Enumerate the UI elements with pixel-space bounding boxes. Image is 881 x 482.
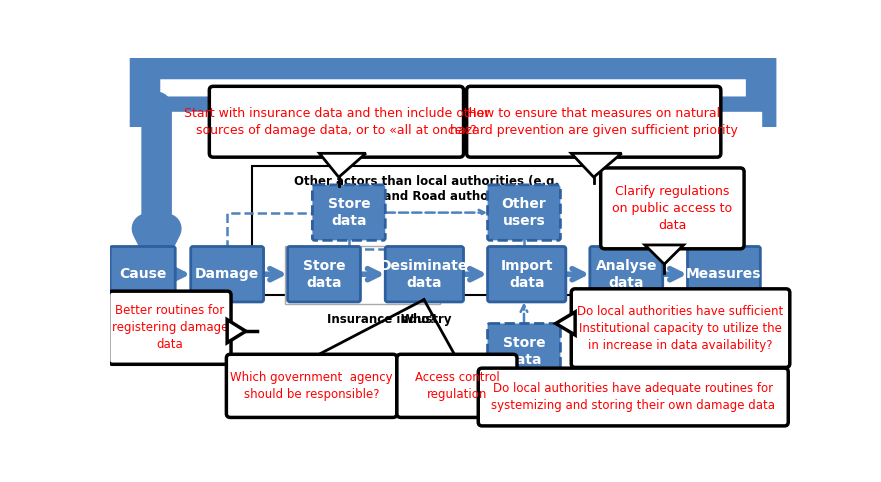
Text: Store
data: Store data	[503, 335, 545, 367]
FancyBboxPatch shape	[487, 246, 566, 302]
FancyBboxPatch shape	[385, 246, 463, 302]
FancyBboxPatch shape	[252, 166, 601, 295]
Text: Access control
regulation: Access control regulation	[415, 371, 500, 401]
Text: Other actors than local authorities (e.g.
Railroad and Road authorities): Other actors than local authorities (e.g…	[293, 175, 559, 203]
FancyBboxPatch shape	[601, 168, 744, 249]
FancyBboxPatch shape	[313, 185, 385, 241]
FancyBboxPatch shape	[110, 246, 175, 302]
Text: Measures: Measures	[686, 267, 762, 281]
FancyBboxPatch shape	[210, 86, 463, 157]
Text: Desiminate
data: Desiminate data	[381, 258, 469, 290]
FancyBboxPatch shape	[226, 354, 396, 417]
Polygon shape	[556, 312, 575, 335]
Polygon shape	[571, 153, 622, 177]
Text: Clarify regulations
on public access to
data: Clarify regulations on public access to …	[612, 185, 732, 232]
Text: Cause: Cause	[119, 267, 167, 281]
Text: Who?: Who?	[401, 313, 437, 326]
FancyBboxPatch shape	[487, 323, 560, 379]
FancyBboxPatch shape	[487, 185, 560, 241]
Text: Import
data: Import data	[500, 258, 553, 290]
Text: Do local authorities have sufficient
Institutional capacity to utilize the
in in: Do local authorities have sufficient Ins…	[577, 305, 784, 351]
FancyBboxPatch shape	[590, 246, 663, 302]
Text: Store
data: Store data	[303, 258, 345, 290]
Text: Analyse
data: Analyse data	[596, 258, 657, 290]
Text: Do local authorities have adequate routines for
systemizing and storing their ow: Do local authorities have adequate routi…	[492, 382, 775, 412]
Text: Store
data: Store data	[328, 197, 370, 228]
FancyBboxPatch shape	[467, 86, 721, 157]
Polygon shape	[227, 320, 246, 343]
FancyBboxPatch shape	[190, 246, 263, 302]
Text: Start with insurance data and then include other
sources of damage data, or to «: Start with insurance data and then inclu…	[183, 107, 489, 137]
FancyBboxPatch shape	[478, 368, 788, 426]
FancyBboxPatch shape	[287, 246, 360, 302]
Text: Local authorities: Local authorities	[595, 313, 706, 326]
Text: Insurance industry: Insurance industry	[327, 313, 452, 326]
Text: Other
users: Other users	[501, 197, 546, 228]
Text: Which government  agency
should be responsible?: Which government agency should be respon…	[230, 371, 393, 401]
FancyBboxPatch shape	[687, 246, 760, 302]
FancyBboxPatch shape	[108, 291, 231, 364]
Polygon shape	[645, 245, 684, 264]
FancyBboxPatch shape	[571, 289, 789, 367]
Polygon shape	[320, 153, 366, 177]
FancyBboxPatch shape	[396, 354, 517, 417]
Text: How to ensure that measures on natural
hazard prevention are given sufficient pr: How to ensure that measures on natural h…	[450, 107, 737, 137]
Text: Damage: Damage	[195, 267, 259, 281]
Polygon shape	[145, 112, 761, 250]
FancyBboxPatch shape	[285, 246, 440, 304]
Text: Better routines for
registering damage
data: Better routines for registering damage d…	[112, 304, 228, 351]
